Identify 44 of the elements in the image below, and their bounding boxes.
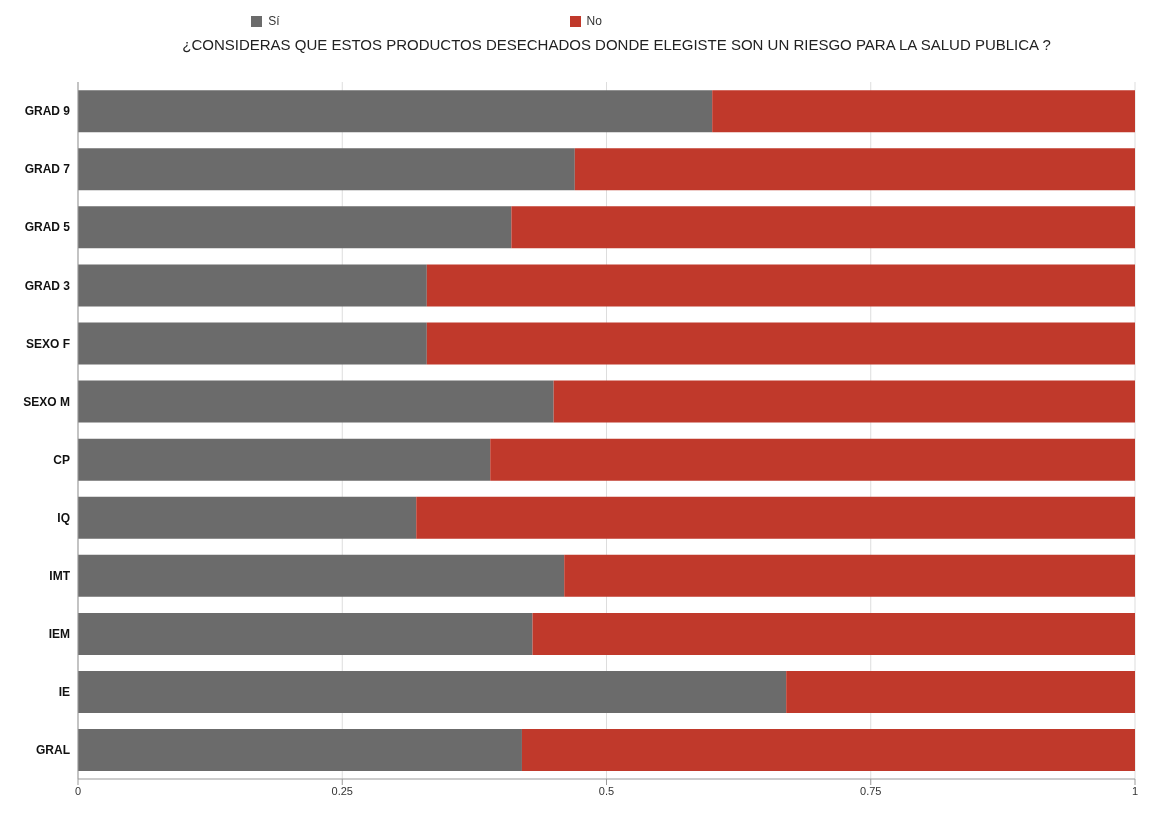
- bar: [416, 496, 1135, 539]
- y-tick-label: IE: [58, 685, 70, 700]
- bar: [78, 496, 417, 539]
- x-tick-label: 0.5: [598, 784, 615, 797]
- bar: [78, 90, 713, 133]
- y-tick-label: GRAD 7: [24, 162, 71, 177]
- bar: [78, 264, 427, 307]
- bar: [426, 322, 1135, 365]
- y-tick-label: IEM: [48, 627, 70, 642]
- bar: [574, 148, 1135, 191]
- chart-title: ¿CONSIDERAS QUE ESTOS PRODUCTOS DESECHADOS DONDE ELEGISTE SON UN RIESGO PARA LA SALUD PUBLICA ?: [181, 36, 1052, 53]
- y-tick-label: GRAD 3: [24, 278, 71, 293]
- bar: [426, 264, 1135, 307]
- bar: [712, 90, 1135, 133]
- bar: [521, 729, 1135, 772]
- bar: [553, 380, 1135, 423]
- bar: [78, 206, 512, 249]
- bar: [490, 438, 1135, 481]
- x-tick-label: 0.25: [331, 784, 353, 797]
- y-tick-label: GRAL: [36, 743, 70, 758]
- y-tick-label: IMT: [49, 568, 71, 583]
- x-tick-label: 0: [74, 784, 82, 797]
- x-tick-label: 1: [1131, 784, 1139, 797]
- bar: [78, 148, 575, 191]
- bar: [78, 554, 565, 597]
- bar: [78, 612, 533, 655]
- bar: [532, 612, 1135, 655]
- y-tick-label: GRAD 9: [24, 104, 71, 119]
- x-tick-label: 0.75: [860, 784, 882, 797]
- bar: [78, 729, 522, 772]
- y-tick-label: CP: [53, 452, 70, 467]
- bar: [511, 206, 1135, 249]
- y-tick-label: SEXO F: [25, 336, 70, 351]
- legend-label: Sí: [268, 14, 280, 28]
- bar: [78, 438, 491, 481]
- bar: [78, 670, 787, 713]
- y-tick-label: GRAD 5: [24, 220, 71, 235]
- y-tick-label: IQ: [57, 510, 70, 525]
- bar: [78, 322, 427, 365]
- bar: [78, 380, 554, 423]
- y-tick-label: SEXO M: [23, 394, 70, 409]
- bar: [564, 554, 1135, 597]
- bar: [786, 670, 1135, 713]
- legend-label: No: [586, 14, 602, 28]
